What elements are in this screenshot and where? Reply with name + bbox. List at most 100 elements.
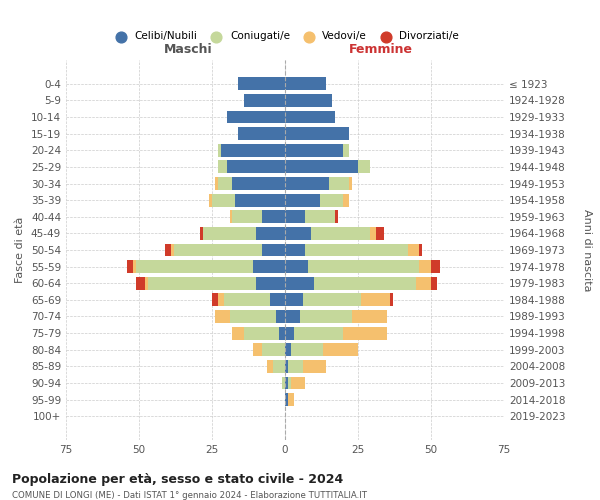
Bar: [285, 177, 329, 190]
Bar: [370, 227, 376, 240]
Bar: [253, 344, 262, 356]
Bar: [329, 177, 349, 190]
Bar: [165, 244, 171, 256]
Bar: [361, 294, 390, 306]
Bar: [299, 310, 352, 323]
Bar: [288, 376, 291, 390]
Text: Maschi: Maschi: [164, 43, 213, 56]
Bar: [285, 227, 311, 240]
Bar: [285, 360, 288, 373]
Bar: [285, 78, 326, 90]
Bar: [285, 344, 291, 356]
Bar: [256, 277, 285, 289]
Bar: [305, 244, 407, 256]
Bar: [253, 260, 285, 273]
Bar: [224, 294, 271, 306]
Bar: [285, 194, 320, 206]
Text: Popolazione per età, sesso e stato civile - 2024: Popolazione per età, sesso e stato civil…: [12, 472, 343, 486]
Bar: [171, 244, 174, 256]
Bar: [174, 244, 262, 256]
Bar: [390, 294, 393, 306]
Bar: [291, 344, 323, 356]
Bar: [262, 344, 285, 356]
Bar: [203, 227, 256, 240]
Bar: [431, 260, 440, 273]
Bar: [200, 227, 203, 240]
Bar: [235, 194, 285, 206]
Bar: [285, 260, 308, 273]
Bar: [416, 277, 431, 289]
Bar: [218, 177, 232, 190]
Bar: [133, 260, 136, 273]
Y-axis label: Fasce di età: Fasce di età: [16, 217, 25, 283]
Legend: Celibi/Nubili, Coniugati/e, Vedovi/e, Divorziati/e: Celibi/Nubili, Coniugati/e, Vedovi/e, Di…: [107, 27, 463, 46]
Bar: [256, 227, 285, 240]
Y-axis label: Anni di nascita: Anni di nascita: [582, 209, 592, 291]
Bar: [407, 244, 419, 256]
Bar: [215, 310, 230, 323]
Bar: [268, 360, 274, 373]
Bar: [294, 326, 343, 340]
Bar: [285, 393, 288, 406]
Bar: [282, 376, 285, 390]
Bar: [285, 127, 349, 140]
Bar: [136, 260, 253, 273]
Text: COMUNE DI LONGI (ME) - Dati ISTAT 1° gennaio 2024 - Elaborazione TUTTITALIA.IT: COMUNE DI LONGI (ME) - Dati ISTAT 1° gen…: [12, 491, 367, 500]
Bar: [352, 310, 387, 323]
Bar: [276, 310, 285, 323]
Bar: [343, 326, 387, 340]
Bar: [136, 277, 145, 289]
Bar: [232, 210, 262, 223]
Bar: [127, 260, 133, 273]
Bar: [285, 376, 288, 390]
Bar: [227, 110, 285, 124]
Bar: [314, 277, 416, 289]
Bar: [271, 294, 285, 306]
Bar: [238, 127, 285, 140]
Bar: [230, 310, 276, 323]
Bar: [232, 177, 285, 190]
Bar: [285, 144, 343, 156]
Bar: [227, 160, 285, 173]
Bar: [288, 393, 294, 406]
Bar: [343, 144, 349, 156]
Bar: [215, 177, 218, 190]
Bar: [285, 110, 335, 124]
Bar: [238, 78, 285, 90]
Bar: [221, 144, 285, 156]
Bar: [431, 277, 437, 289]
Bar: [305, 210, 335, 223]
Bar: [285, 310, 299, 323]
Bar: [358, 160, 370, 173]
Bar: [212, 194, 235, 206]
Bar: [279, 326, 285, 340]
Bar: [320, 194, 343, 206]
Bar: [288, 360, 302, 373]
Bar: [285, 277, 314, 289]
Bar: [285, 244, 305, 256]
Text: Femmine: Femmine: [349, 43, 413, 56]
Bar: [262, 210, 285, 223]
Bar: [285, 294, 302, 306]
Bar: [302, 360, 326, 373]
Bar: [232, 326, 244, 340]
Bar: [218, 160, 227, 173]
Bar: [335, 210, 338, 223]
Bar: [311, 227, 370, 240]
Bar: [419, 244, 422, 256]
Bar: [218, 294, 224, 306]
Bar: [262, 244, 285, 256]
Bar: [145, 277, 148, 289]
Bar: [285, 94, 332, 107]
Bar: [285, 210, 305, 223]
Bar: [230, 210, 232, 223]
Bar: [218, 144, 221, 156]
Bar: [308, 260, 419, 273]
Bar: [376, 227, 384, 240]
Bar: [291, 376, 305, 390]
Bar: [285, 160, 358, 173]
Bar: [419, 260, 431, 273]
Bar: [285, 326, 294, 340]
Bar: [274, 360, 285, 373]
Bar: [343, 194, 349, 206]
